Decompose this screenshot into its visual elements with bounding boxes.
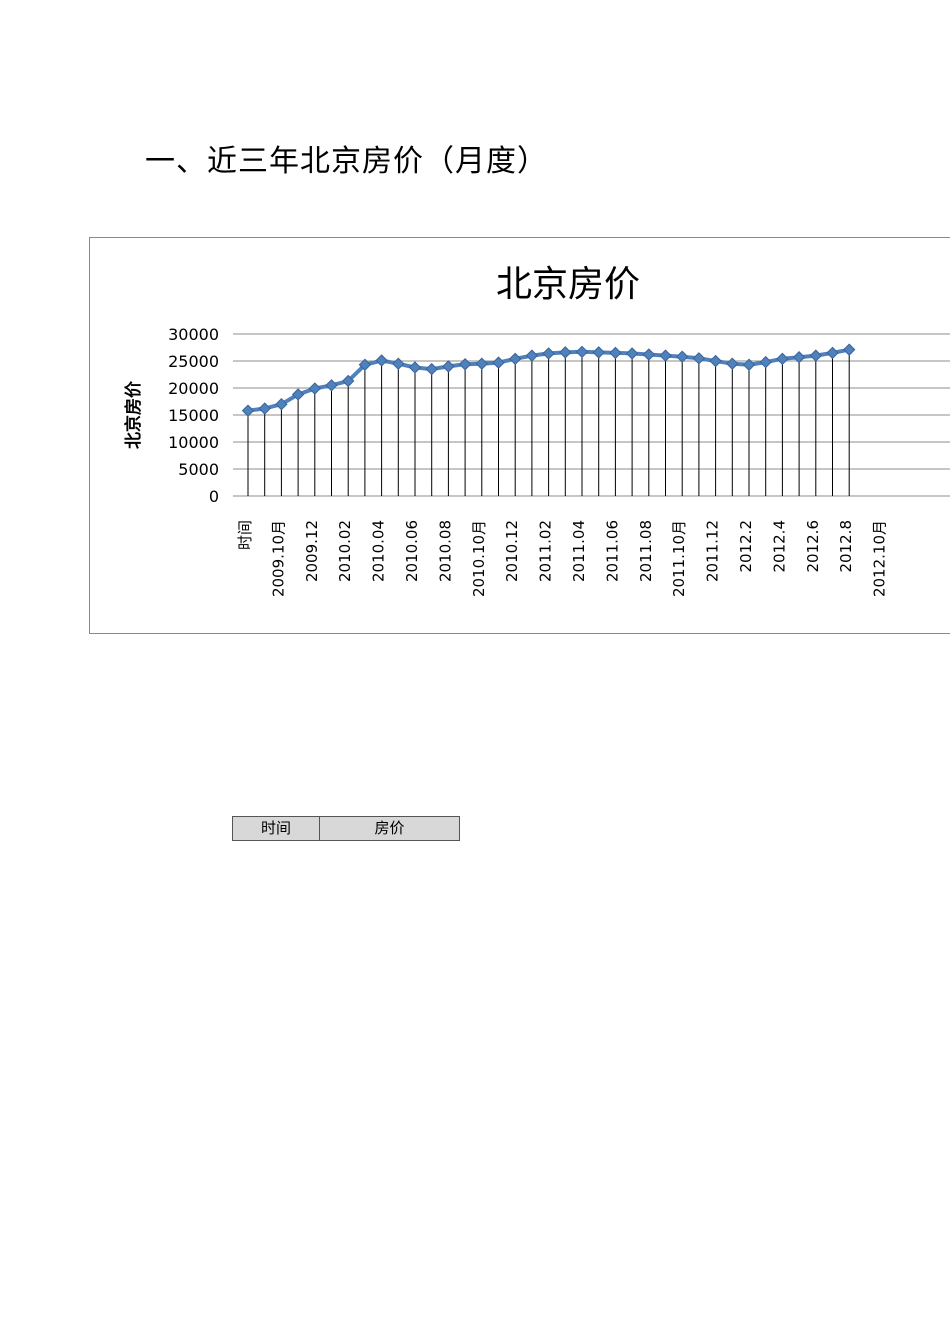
x-tick-label: 2012.4	[770, 520, 788, 573]
data-point	[675, 350, 689, 363]
data-point	[375, 354, 388, 367]
data-point	[425, 362, 438, 376]
table-header-time: 时间	[233, 817, 320, 840]
y-tick-label: 25000	[168, 352, 219, 371]
x-tick-label: 2009.10月	[269, 520, 287, 597]
data-point	[508, 352, 522, 366]
data-table-header: 时间 房价	[232, 816, 460, 841]
data-point	[759, 355, 772, 369]
data-point	[792, 351, 806, 364]
data-point	[692, 352, 706, 365]
y-tick-label: 20000	[168, 379, 219, 398]
data-point	[392, 357, 405, 370]
x-tick-label: 2009.12	[303, 520, 321, 582]
y-tick-label: 30000	[168, 325, 219, 344]
page-heading: 一、近三年北京房价（月度）	[145, 144, 548, 179]
x-tick-label: 2011.12	[704, 520, 722, 582]
data-point	[659, 349, 672, 362]
data-point	[776, 352, 789, 366]
data-point	[592, 346, 605, 359]
x-tick-label: 2010.02	[336, 520, 354, 582]
data-point	[358, 358, 372, 371]
data-point	[609, 346, 622, 360]
x-tick-label: 2010.08	[436, 520, 454, 582]
data-point	[642, 348, 656, 361]
x-tick-label: 2012.2	[737, 520, 755, 573]
data-point	[559, 346, 572, 359]
x-tick-label: 时间	[236, 520, 254, 550]
data-point	[726, 357, 739, 370]
data-point	[525, 349, 539, 362]
data-point	[291, 388, 305, 401]
data-point	[308, 382, 322, 395]
x-tick-label: 2012.6	[804, 520, 822, 573]
data-point	[842, 343, 856, 356]
x-tick-label: 2011.10月	[670, 520, 688, 597]
data-point	[826, 346, 839, 360]
data-point	[258, 402, 271, 415]
data-point	[492, 356, 505, 369]
x-tick-label: 2012.10月	[871, 520, 889, 597]
data-point	[341, 374, 355, 388]
y-tick-label: 10000	[168, 433, 219, 452]
x-tick-label: 2010.12	[503, 520, 521, 582]
data-point	[458, 358, 472, 371]
table-header-price: 房价	[374, 819, 405, 837]
y-axis-label: 北京房价	[123, 380, 144, 449]
x-tick-label: 2010.06	[403, 520, 421, 582]
data-point	[408, 361, 422, 374]
data-point	[241, 404, 255, 417]
chart-title: 北京房价	[496, 264, 640, 305]
data-point	[475, 357, 489, 370]
y-tick-label: 0	[209, 487, 219, 506]
data-point	[575, 345, 589, 359]
x-tick-label: 2011.06	[603, 520, 621, 582]
x-tick-label: 2011.08	[637, 520, 655, 582]
x-tick-label: 2011.02	[537, 520, 555, 582]
data-point	[709, 354, 722, 368]
y-tick-label: 5000	[178, 460, 219, 479]
x-tick-label: 2011.04	[570, 520, 588, 582]
line-chart: 北京房价北京房价050001000015000200002500030000时间…	[123, 264, 950, 597]
data-point	[542, 347, 555, 360]
data-point	[442, 360, 455, 373]
x-tick-label: 2010.10月	[470, 520, 488, 597]
data-point	[742, 358, 756, 371]
data-point	[325, 379, 338, 392]
data-point	[275, 397, 288, 411]
data-point	[809, 349, 823, 362]
x-tick-label: 2012.8	[837, 520, 855, 573]
x-tick-label: 2010.04	[370, 520, 388, 582]
chart-frame: 北京房价 北京房价 0 5000 10000 15000 20000 25000 30000 时间…	[89, 237, 950, 841]
y-tick-label: 15000	[168, 406, 219, 425]
data-point	[625, 347, 639, 360]
